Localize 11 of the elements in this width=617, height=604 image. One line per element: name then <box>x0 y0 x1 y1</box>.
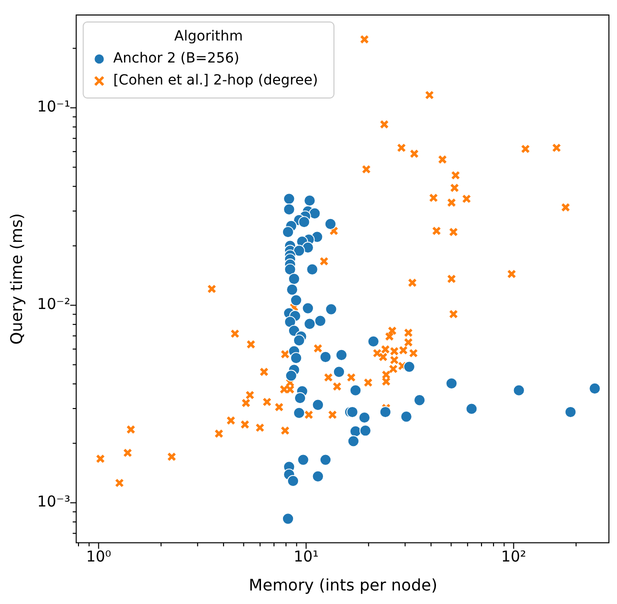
x-axis-title: Memory (ints per node) <box>248 576 438 595</box>
y-tick-label: 10⁻² <box>37 295 70 314</box>
y-axis-title: Query time (ms) <box>6 213 26 345</box>
y-tick-label: 10⁻³ <box>37 492 70 511</box>
y-tick-label: 10⁻¹ <box>37 98 70 116</box>
legend-label: Anchor 2 (B=256) <box>113 50 240 67</box>
legend-label: [Cohen et al.] 2-hop (degree) <box>113 72 318 89</box>
legend-title: Algorithm <box>174 28 243 45</box>
x-tick-label: 10⁰ <box>86 548 112 566</box>
x-tick-label: 10¹ <box>294 548 319 566</box>
x-tick-label: 10² <box>501 548 526 566</box>
